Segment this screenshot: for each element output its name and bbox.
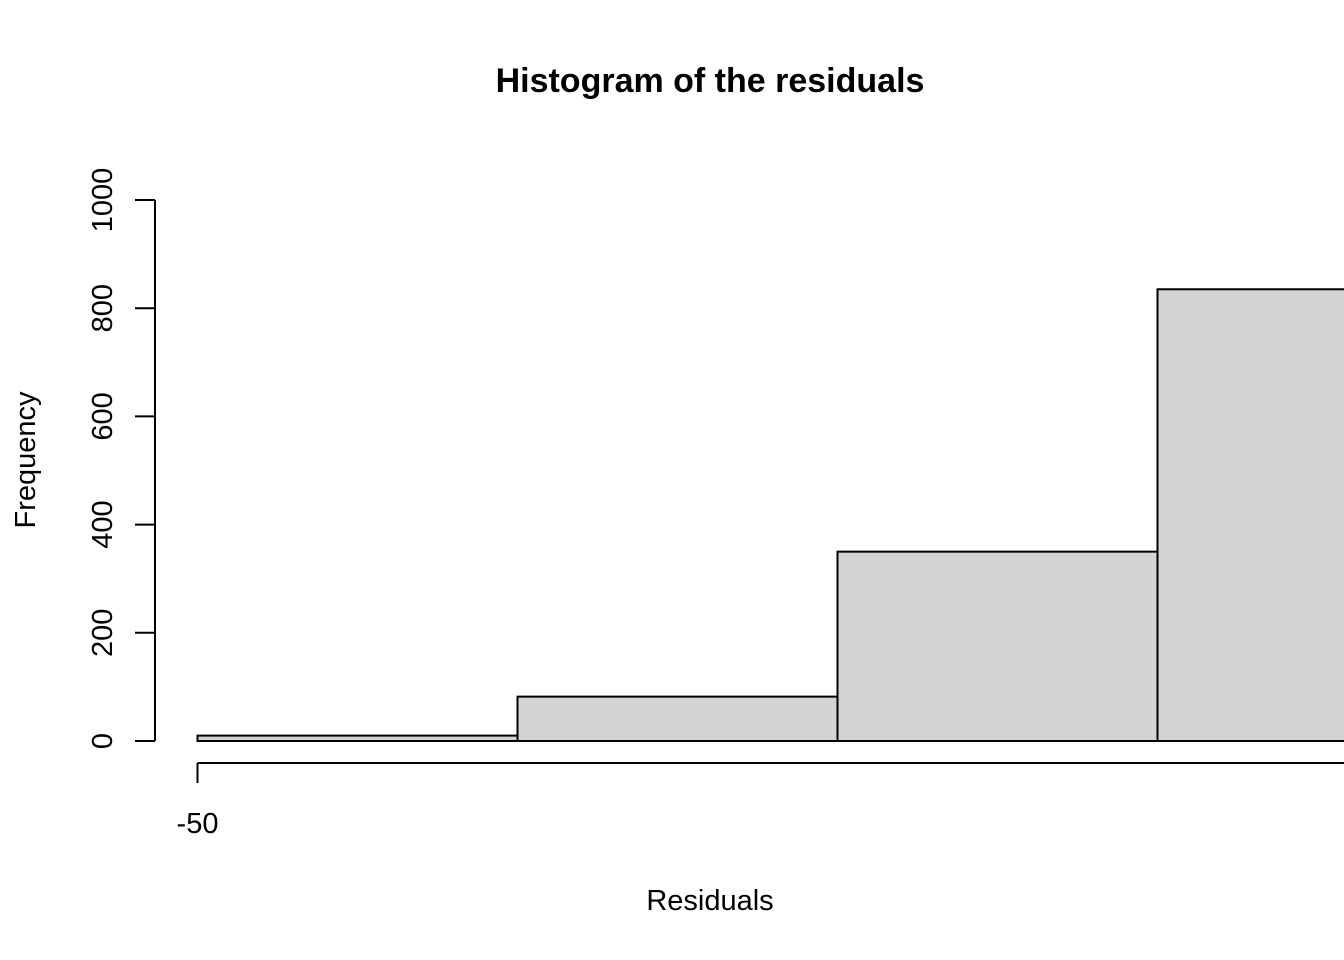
x-axis: -50050100: [177, 762, 1344, 840]
y-tick-label: 0: [87, 733, 119, 749]
y-axis-label: Frequency: [10, 391, 42, 529]
bars-group: [196, 288, 1344, 743]
y-tick-label: 400: [87, 500, 119, 548]
y-tick-label: 600: [87, 392, 119, 440]
y-tick-label: 800: [87, 284, 119, 332]
y-tick-label: 200: [87, 609, 119, 657]
histogram-bar: [196, 734, 519, 743]
chart-title: Histogram of the residuals: [496, 62, 925, 100]
x-axis-label: Residuals: [646, 885, 773, 917]
y-tick-label: 1000: [87, 168, 119, 233]
histogram-bar: [1156, 288, 1344, 742]
histogram-bar: [516, 695, 839, 742]
y-axis: 0 200 400 600 800 1000: [87, 168, 156, 749]
x-tick-label: -50: [177, 808, 219, 840]
histogram-bar: [836, 550, 1159, 743]
